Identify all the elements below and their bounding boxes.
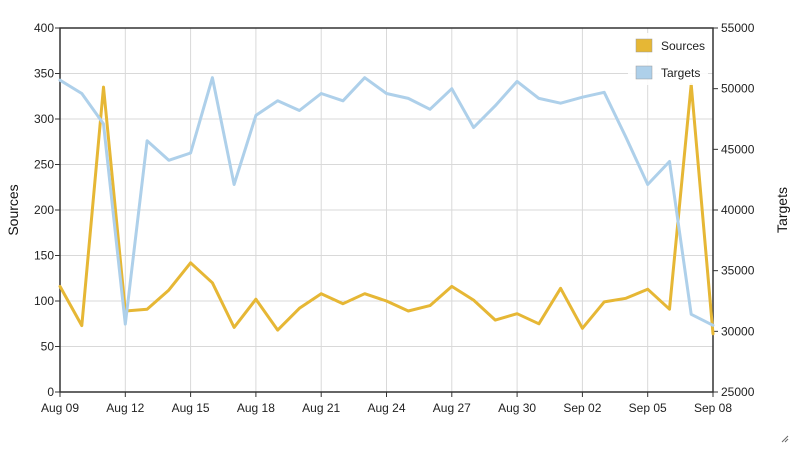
data-point-sources xyxy=(624,297,628,300)
data-point-targets xyxy=(320,92,323,95)
x-tick-label: Aug 12 xyxy=(106,401,144,415)
right-tick-label: 40000 xyxy=(721,203,755,217)
x-tick-label: Aug 21 xyxy=(302,401,340,415)
right-tick-label: 30000 xyxy=(721,324,755,338)
data-point-sources xyxy=(211,281,214,284)
right-tick-label: 25000 xyxy=(721,385,755,399)
left-tick-label: 250 xyxy=(34,158,54,172)
right-tick-label: 50000 xyxy=(721,82,755,96)
data-point-targets xyxy=(80,92,84,95)
series-lines xyxy=(58,76,715,336)
data-point-targets xyxy=(624,136,628,139)
left-axis-title: Sources xyxy=(5,184,21,235)
data-point-sources xyxy=(603,300,606,304)
data-point-sources xyxy=(167,288,170,292)
data-point-targets xyxy=(124,322,127,326)
x-tick-label: Sep 08 xyxy=(694,401,732,415)
x-tick-label: Sep 02 xyxy=(563,401,601,415)
data-point-targets xyxy=(559,102,562,105)
data-point-sources xyxy=(102,85,105,89)
right-tick-label: 55000 xyxy=(721,21,755,35)
left-tick-label: 400 xyxy=(34,21,54,35)
data-point-sources xyxy=(145,308,149,311)
data-point-sources xyxy=(559,287,562,290)
data-point-sources xyxy=(472,298,475,302)
data-point-sources xyxy=(581,327,584,330)
right-tick-label: 45000 xyxy=(721,142,755,156)
data-point-targets xyxy=(341,99,345,103)
data-point-targets xyxy=(102,122,105,126)
data-point-targets xyxy=(450,87,453,90)
data-point-sources xyxy=(341,302,345,305)
data-point-sources xyxy=(711,332,715,335)
grid-lines xyxy=(59,27,714,393)
data-point-sources xyxy=(428,304,432,307)
data-point-sources xyxy=(189,261,192,264)
data-point-targets xyxy=(581,96,584,99)
data-point-targets xyxy=(298,109,301,112)
data-point-targets xyxy=(145,139,149,142)
data-point-targets xyxy=(232,183,236,186)
left-tick-label: 100 xyxy=(34,294,54,308)
x-tick-label: Aug 24 xyxy=(367,401,405,415)
data-point-targets xyxy=(472,126,475,129)
right-axis-title: Targets xyxy=(774,187,790,233)
data-point-targets xyxy=(363,76,366,79)
x-tick-label: Aug 27 xyxy=(433,401,471,415)
data-point-sources xyxy=(80,324,84,327)
legend-label-targets: Targets xyxy=(661,66,700,80)
data-point-sources xyxy=(646,288,649,291)
legend-label-sources: Sources xyxy=(661,39,705,53)
data-point-sources xyxy=(58,285,62,288)
data-point-targets xyxy=(189,151,192,155)
data-point-targets xyxy=(537,97,541,100)
data-point-targets xyxy=(711,324,715,327)
left-tick-label: 350 xyxy=(34,67,54,81)
data-point-targets xyxy=(407,97,410,100)
data-point-targets xyxy=(494,104,497,107)
data-point-sources xyxy=(298,307,301,310)
left-tick-label: 50 xyxy=(41,340,55,354)
resize-handle-icon[interactable] xyxy=(781,435,789,443)
data-point-sources xyxy=(668,308,671,311)
data-point-targets xyxy=(515,80,519,83)
data-point-sources xyxy=(254,298,258,301)
x-tick-label: Aug 18 xyxy=(237,401,275,415)
x-tick-label: Aug 09 xyxy=(41,401,79,415)
data-point-targets xyxy=(668,160,671,163)
legend: Sources Targets xyxy=(628,33,708,85)
left-tick-label: 150 xyxy=(34,249,54,263)
x-tick-label: Sep 05 xyxy=(629,401,667,415)
data-point-sources xyxy=(385,299,388,303)
x-tick-label: Aug 15 xyxy=(172,401,210,415)
data-point-sources xyxy=(363,292,366,295)
x-tick-label: Aug 30 xyxy=(498,401,536,415)
data-point-targets xyxy=(646,183,649,186)
data-point-sources xyxy=(450,285,453,288)
data-point-sources xyxy=(232,326,236,329)
legend-swatch-targets xyxy=(635,65,653,80)
data-point-targets xyxy=(211,76,214,79)
data-point-targets xyxy=(167,159,170,162)
data-point-targets xyxy=(603,91,606,94)
data-point-sources xyxy=(494,318,497,322)
data-point-targets xyxy=(385,92,388,95)
data-point-targets xyxy=(254,114,258,117)
data-point-sources xyxy=(276,328,279,332)
left-tick-label: 200 xyxy=(34,203,54,217)
data-point-targets xyxy=(690,313,693,316)
legend-swatch-sources xyxy=(635,38,653,53)
data-point-sources xyxy=(320,292,323,295)
data-point-targets xyxy=(58,79,62,82)
data-point-targets xyxy=(428,108,432,111)
data-point-sources xyxy=(407,309,410,313)
axes: 0 50 100 150 200 250 300 350 400 25000 30000 35000 4… xyxy=(34,21,755,415)
data-point-sources xyxy=(537,322,541,325)
left-tick-label: 300 xyxy=(34,112,54,126)
data-point-targets xyxy=(276,99,279,103)
right-tick-label: 35000 xyxy=(721,264,755,278)
data-point-sources xyxy=(515,312,519,315)
left-tick-label: 0 xyxy=(47,385,54,399)
